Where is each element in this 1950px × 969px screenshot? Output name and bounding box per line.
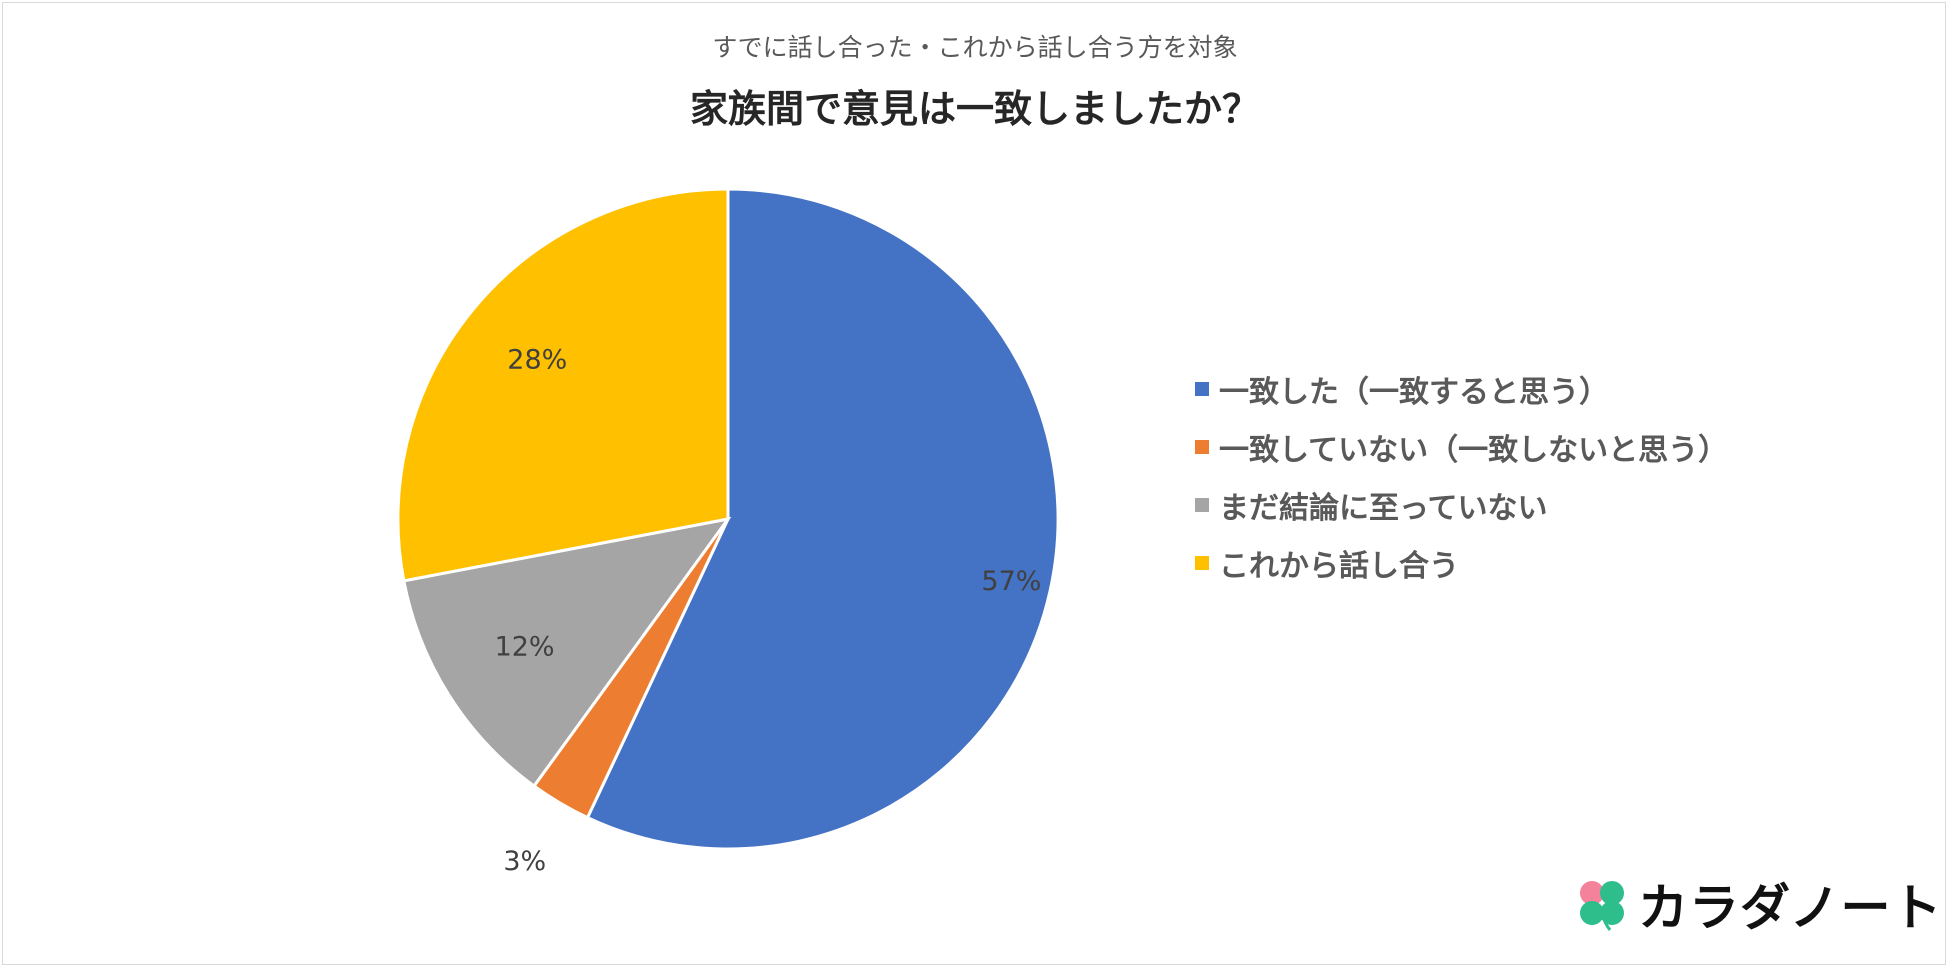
legend-item-no-conclusion: まだ結論に至っていない (1195, 476, 1728, 534)
legend-item-agreed: 一致した（一致すると思う） (1195, 360, 1728, 418)
pie-data-label: 12% (495, 632, 555, 663)
chart-title: 家族間で意見は一致しましたか？ (689, 87, 1260, 131)
legend: 一致した（一致すると思う） 一致していない（一致しないと思う） まだ結論に至って… (1195, 360, 1728, 592)
pie-slice (396, 187, 730, 583)
legend-label: これから話し合う (1219, 549, 1459, 584)
brand-logo: カラダノート (1572, 868, 1943, 940)
legend-swatch (1195, 498, 1209, 512)
legend-label: 一致した（一致すると思う） (1219, 375, 1609, 410)
clover-icon (1580, 881, 1624, 931)
legend-item-not-agreed: 一致していない（一致しないと思う） (1195, 418, 1728, 476)
pie-data-label: 3% (503, 846, 546, 877)
legend-swatch (1195, 556, 1209, 570)
legend-item-will-discuss: これから話し合う (1195, 534, 1728, 592)
chart-subtitle: すでに話し合った・これから話し合う方を対象 (712, 33, 1238, 62)
pie-slice (402, 516, 732, 789)
legend-swatch (1195, 382, 1209, 396)
brand-name: カラダノート (1638, 879, 1943, 937)
legend-swatch (1195, 440, 1209, 454)
pie-slice (585, 187, 1060, 851)
pie-data-label: 28% (507, 345, 567, 376)
legend-label: まだ結論に至っていない (1219, 491, 1548, 526)
legend-label: 一致していない（一致しないと思う） (1219, 433, 1729, 468)
pie-data-label: 57% (981, 566, 1041, 597)
